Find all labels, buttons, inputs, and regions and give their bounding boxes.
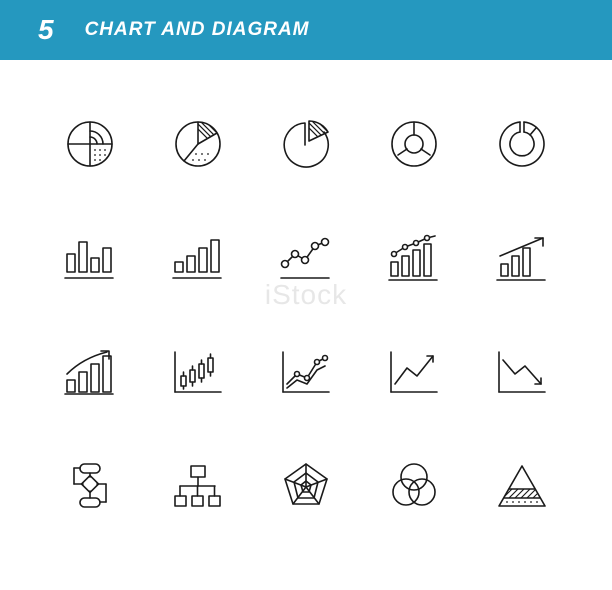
venn-diagram-icon [384,456,444,516]
pie-chart-slices-icon [168,114,228,174]
bar-growth-arrow-icon [60,342,120,402]
org-chart-icon [168,456,228,516]
donut-chart-segments-icon [384,114,444,174]
line-chart-up-icon [384,342,444,402]
donut-chart-gap-icon [492,114,552,174]
flowchart-icon [60,456,120,516]
header-bar: 5 CHART AND DIAGRAM [0,0,612,60]
bar-chart-arrow-up-icon [492,228,552,288]
page-title: CHART AND DIAGRAM [85,19,310,41]
bar-chart-ascending-icon [168,228,228,288]
candlestick-chart-icon [168,342,228,402]
pyramid-chart-icon [492,456,552,516]
combo-chart-icon [384,228,444,288]
pie-chart-slice-icon [276,114,336,174]
radar-chart-icon [276,456,336,516]
bar-chart-varied-icon [60,228,120,288]
pie-chart-quarters-icon [60,114,120,174]
set-number: 5 [38,14,55,46]
area-scatter-chart-icon [276,342,336,402]
line-chart-dots-icon [276,228,336,288]
line-chart-down-icon [492,342,552,402]
icon-grid [58,112,554,518]
